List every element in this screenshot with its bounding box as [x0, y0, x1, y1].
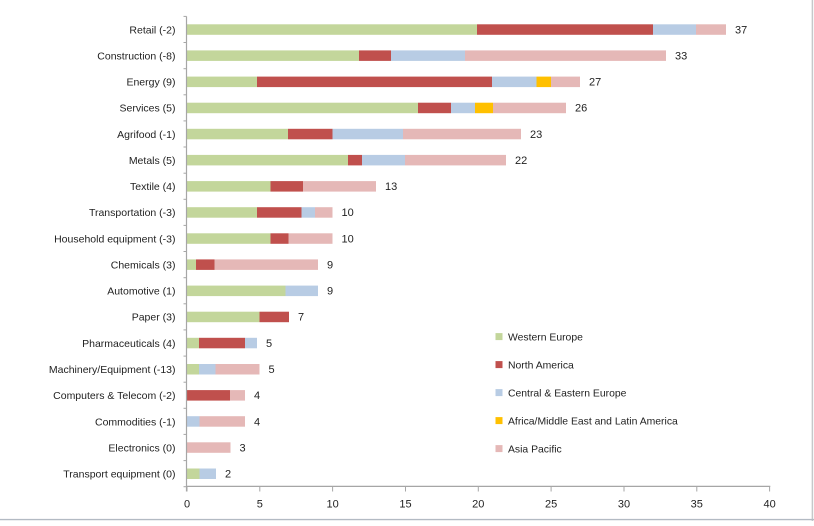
- svg-text:23: 23: [530, 129, 542, 141]
- svg-text:Commodities (-1): Commodities (-1): [95, 416, 176, 428]
- svg-text:22: 22: [515, 155, 527, 167]
- svg-text:3: 3: [240, 442, 246, 454]
- svg-text:Transportation (-3): Transportation (-3): [89, 207, 176, 219]
- svg-text:Western Europe: Western Europe: [508, 333, 583, 344]
- svg-text:10: 10: [342, 207, 354, 219]
- svg-text:2: 2: [225, 469, 231, 481]
- svg-text:Asia Pacific: Asia Pacific: [508, 445, 562, 456]
- svg-text:9: 9: [327, 260, 333, 272]
- svg-text:Paper (3): Paper (3): [132, 312, 176, 324]
- svg-text:Computers & Telecom (-2): Computers & Telecom (-2): [53, 390, 175, 402]
- svg-text:Retail (-2): Retail (-2): [129, 24, 175, 36]
- svg-text:Chemicals (3): Chemicals (3): [111, 260, 176, 272]
- svg-text:37: 37: [735, 24, 747, 36]
- svg-text:Electronics (0): Electronics (0): [108, 442, 175, 454]
- svg-text:10: 10: [342, 233, 354, 245]
- svg-text:10: 10: [326, 499, 338, 511]
- svg-text:20: 20: [472, 499, 484, 511]
- svg-text:Agrifood (-1): Agrifood (-1): [117, 129, 175, 141]
- svg-text:Textile (4): Textile (4): [130, 181, 176, 193]
- svg-text:33: 33: [675, 51, 687, 63]
- svg-text:5: 5: [266, 338, 272, 350]
- svg-text:26: 26: [575, 103, 587, 115]
- svg-text:Automotive (1): Automotive (1): [107, 286, 175, 298]
- svg-text:Transport equipment (0): Transport equipment (0): [63, 469, 175, 481]
- svg-text:Pharmaceuticals (4): Pharmaceuticals (4): [82, 338, 175, 350]
- svg-text:35: 35: [691, 499, 703, 511]
- svg-text:Africa/Middle East and Latin A: Africa/Middle East and Latin America: [508, 417, 678, 428]
- svg-text:Metals (5): Metals (5): [129, 155, 176, 167]
- svg-text:Energy (9): Energy (9): [126, 77, 175, 89]
- svg-text:5: 5: [257, 499, 263, 511]
- svg-text:27: 27: [589, 77, 601, 89]
- svg-text:Central & Eastern Europe: Central & Eastern Europe: [508, 389, 627, 400]
- svg-text:4: 4: [254, 416, 260, 428]
- svg-text:5: 5: [269, 364, 275, 376]
- svg-text:Machinery/Equipment (-13): Machinery/Equipment (-13): [49, 364, 176, 376]
- svg-text:40: 40: [763, 499, 775, 511]
- svg-text:13: 13: [385, 181, 397, 193]
- svg-text:Household equipment (-3): Household equipment (-3): [54, 233, 175, 245]
- svg-text:Construction (-8): Construction (-8): [97, 51, 175, 63]
- svg-text:9: 9: [327, 286, 333, 298]
- svg-text:4: 4: [254, 390, 260, 402]
- svg-text:Services (5): Services (5): [119, 103, 175, 115]
- svg-text:30: 30: [618, 499, 630, 511]
- svg-text:7: 7: [298, 312, 304, 324]
- svg-text:North America: North America: [508, 361, 574, 372]
- svg-text:25: 25: [545, 499, 557, 511]
- svg-text:15: 15: [399, 499, 411, 511]
- svg-text:0: 0: [184, 499, 190, 511]
